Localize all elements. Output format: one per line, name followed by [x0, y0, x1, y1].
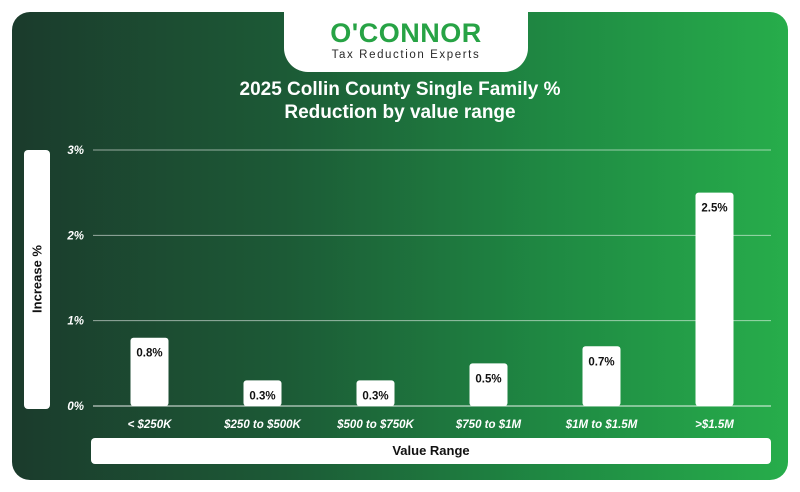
x-tick-label: $250 to $500K — [223, 419, 301, 431]
x-tick-label: >$1.5M — [695, 419, 734, 431]
x-tick-label: $750 to $1M — [455, 419, 522, 431]
data-label: 0.3% — [249, 390, 275, 402]
bar — [695, 192, 734, 406]
x-tick-label: $500 to $750K — [336, 419, 414, 431]
chart-title: 2025 Collin County Single Family % Reduc… — [100, 78, 700, 124]
bar — [243, 380, 282, 406]
logo-tagline: Tax Reduction Experts — [331, 49, 481, 61]
x-axis-label: Value Range — [91, 438, 771, 464]
bar — [582, 346, 621, 406]
data-label: 0.7% — [588, 356, 614, 368]
x-tick-label: $1M to $1.5M — [565, 419, 638, 431]
data-label: 2.5% — [701, 203, 727, 215]
data-label: 0.3% — [362, 390, 388, 402]
y-tick-label: 3% — [67, 145, 84, 157]
y-tick-label: 1% — [67, 316, 84, 328]
x-tick-label: < $250K — [128, 419, 172, 431]
y-axis-label-box — [24, 150, 50, 409]
data-label: 0.5% — [475, 373, 501, 385]
bar — [356, 380, 395, 406]
chart-title-line-2: Reduction by value range — [284, 102, 516, 123]
bar — [469, 363, 508, 406]
y-tick-label: 0% — [67, 401, 84, 413]
logo-wordmark: O'CONNOR — [330, 18, 482, 48]
y-tick-label: 2% — [66, 230, 84, 242]
chart-title-line-1: 2025 Collin County Single Family % — [239, 79, 561, 100]
data-label: 0.8% — [136, 348, 162, 360]
logo: O'CONNOR Tax Reduction Experts — [284, 12, 528, 72]
bar — [130, 337, 169, 406]
